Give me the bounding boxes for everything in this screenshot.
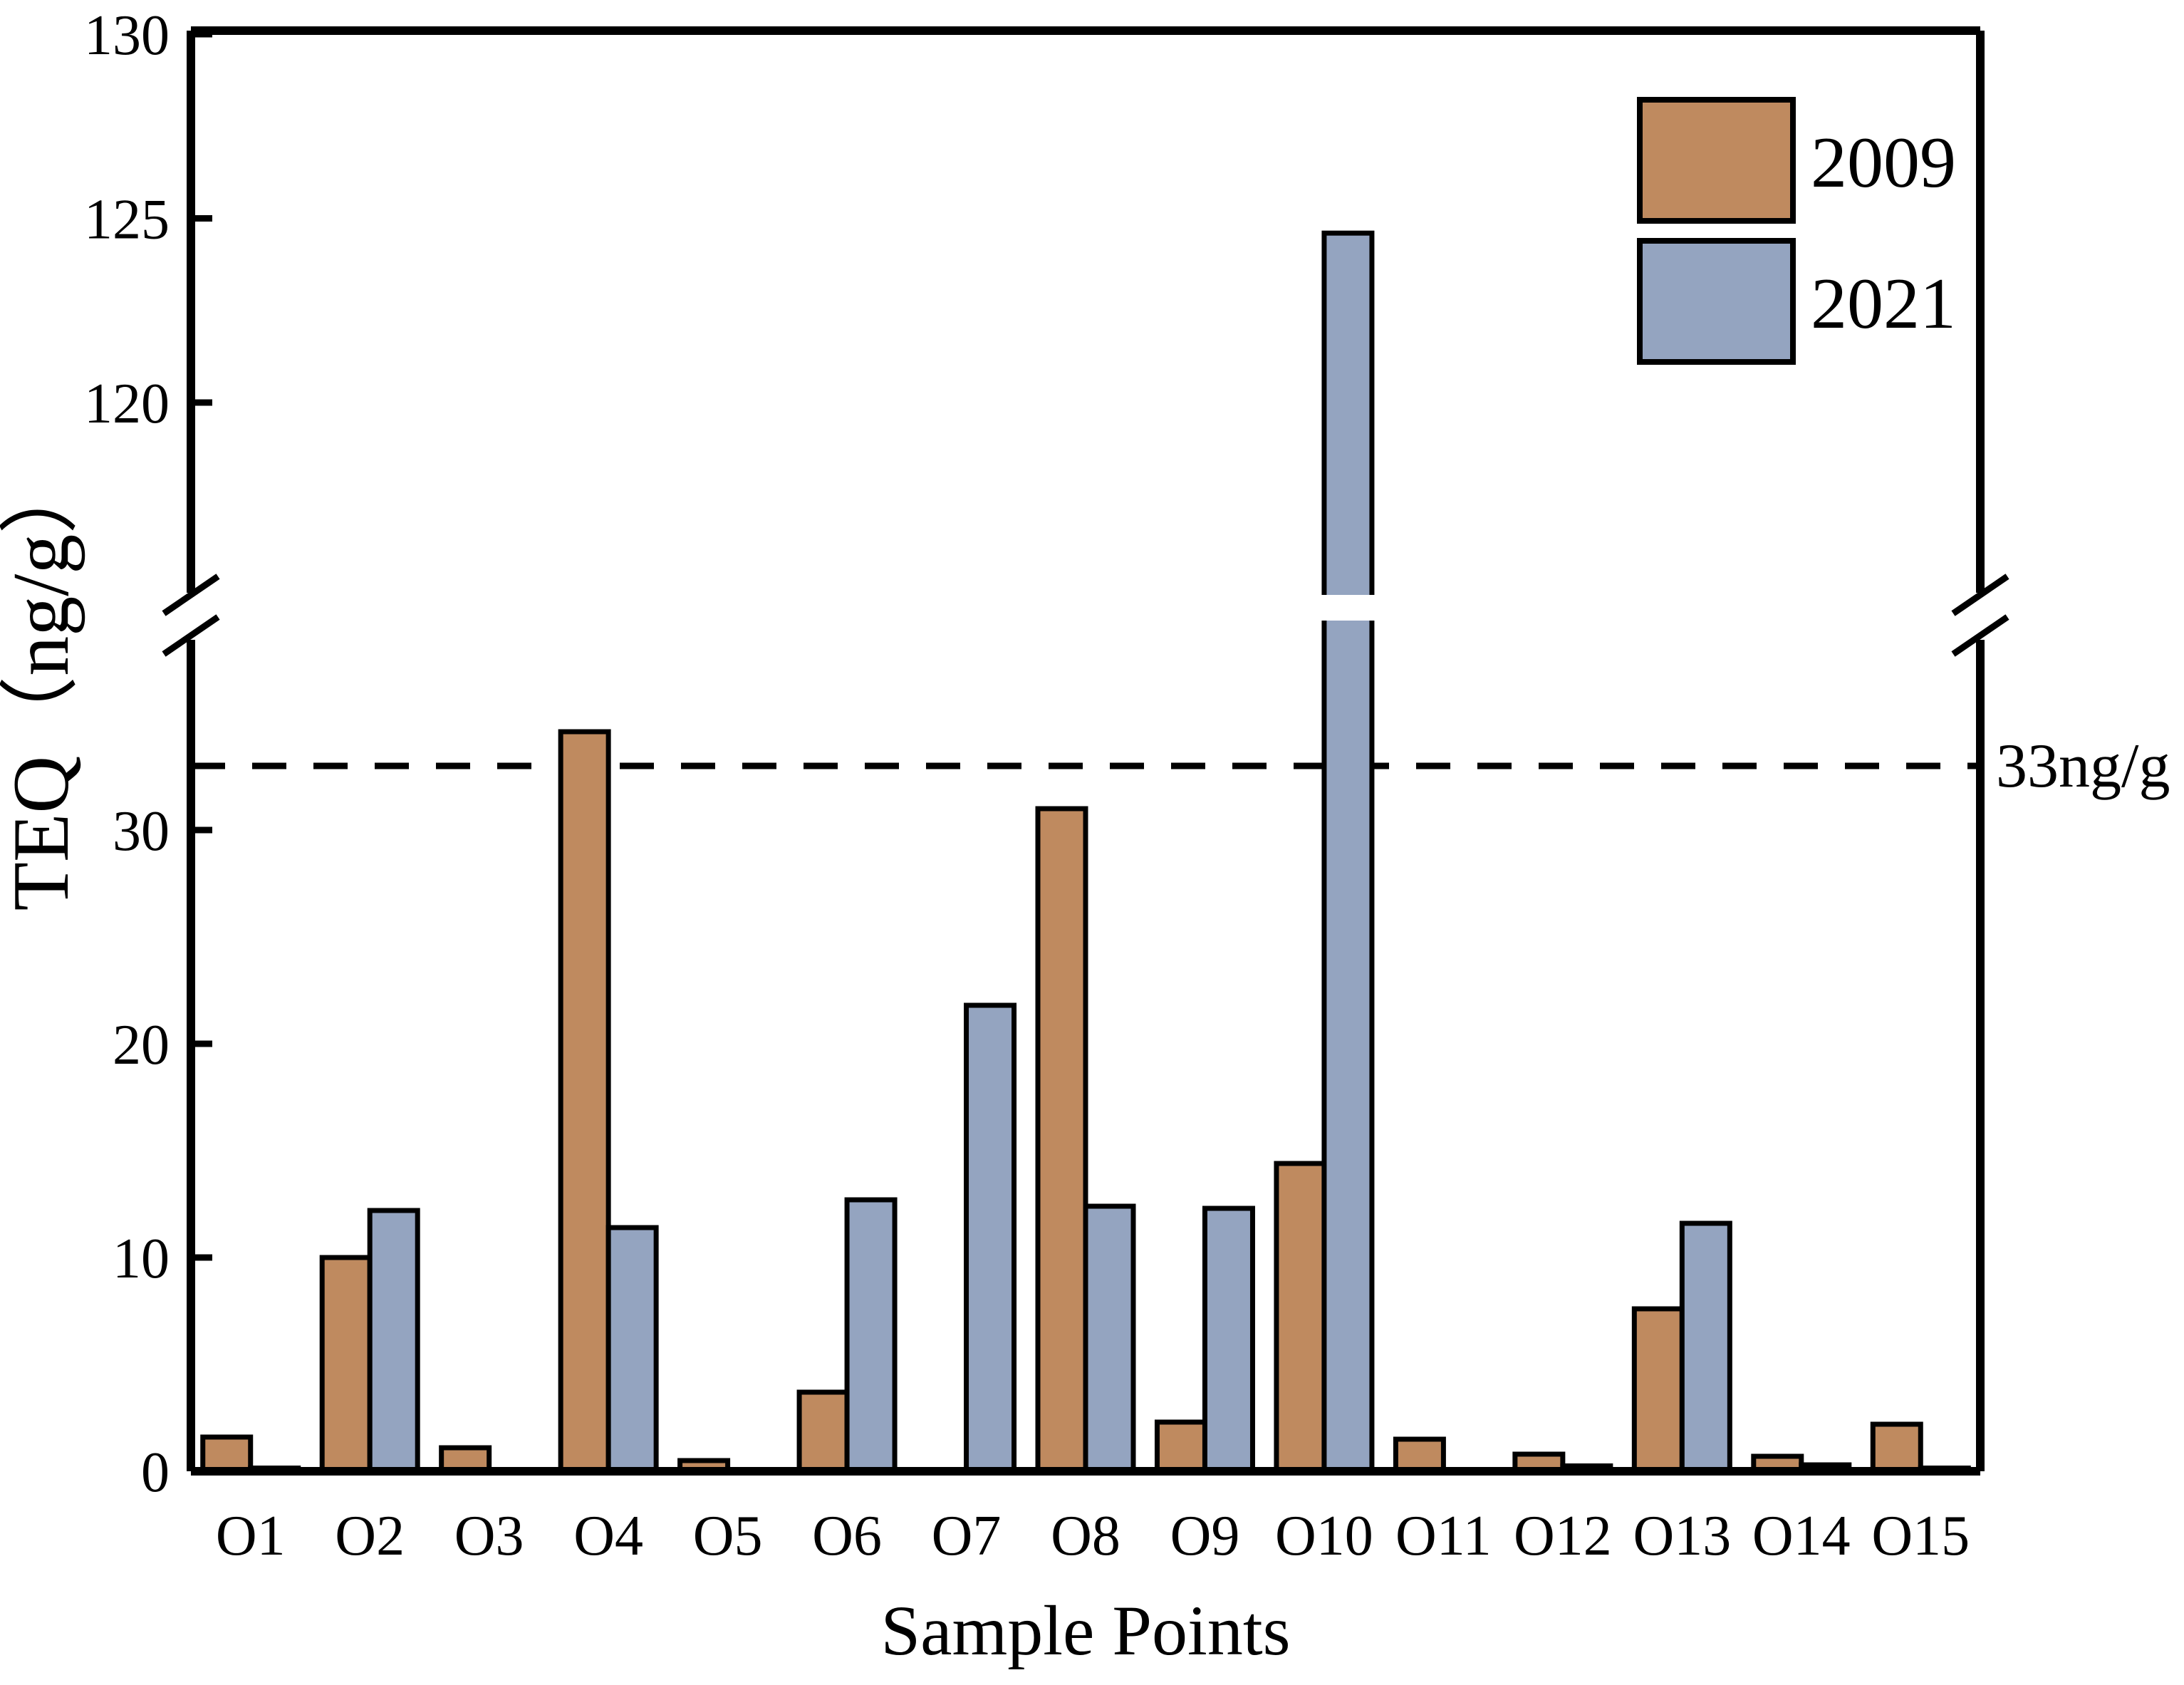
- x-tick-label: O15: [1871, 1505, 1970, 1567]
- legend-swatch-2009: [1637, 97, 1796, 224]
- x-tick-label: O6: [812, 1505, 882, 1567]
- bar-O7-2021: [964, 1002, 1017, 1474]
- bar-O9-2021: [1202, 1206, 1255, 1474]
- x-tick-label: O5: [693, 1505, 763, 1567]
- bar-O6-2021: [844, 1197, 898, 1474]
- x-tick-label: O3: [454, 1505, 524, 1567]
- y-tick-label: 130: [84, 4, 170, 67]
- y-tick-label: 120: [84, 373, 170, 435]
- y-tick-label: 125: [84, 189, 170, 252]
- x-tick-label: O13: [1633, 1505, 1731, 1567]
- y-tick-label: 0: [141, 1441, 170, 1504]
- x-tick-label: O11: [1395, 1505, 1492, 1567]
- bar-O1-2009: [200, 1434, 254, 1474]
- y-axis-title: TEQ（ng/g）: [0, 455, 85, 911]
- legend: 2009 2021: [1637, 97, 1956, 365]
- x-tick-label: O9: [1170, 1505, 1240, 1567]
- bar-O8-2009: [1035, 806, 1088, 1474]
- axis-break-slash: [162, 614, 220, 657]
- bar-O2-2009: [319, 1255, 373, 1474]
- x-tick-label: O14: [1752, 1505, 1851, 1567]
- bar-O4-2009: [558, 729, 611, 1474]
- bar-break-gap: [1320, 595, 1376, 621]
- x-tick-label: O10: [1275, 1505, 1373, 1567]
- axis-break-slash: [162, 574, 220, 616]
- bar-O8-2021: [1083, 1203, 1136, 1474]
- bar-O13-2009: [1631, 1306, 1685, 1474]
- bar-O10-2009: [1274, 1161, 1327, 1474]
- y-tick-label: 30: [113, 800, 170, 863]
- bar-O4-2021: [605, 1225, 659, 1474]
- bar-O9-2009: [1154, 1419, 1207, 1474]
- bar-O15-2009: [1870, 1421, 1923, 1474]
- axis-break-slash: [1951, 614, 2009, 657]
- y-tick-label: 20: [113, 1014, 170, 1077]
- axis-break-slash: [1951, 574, 2009, 616]
- x-tick-label: O8: [1051, 1505, 1120, 1567]
- bar-O2-2021: [367, 1208, 420, 1474]
- y-tick-label: 10: [113, 1228, 170, 1290]
- x-tick-label: O1: [216, 1505, 286, 1567]
- legend-swatch-2021: [1637, 238, 1796, 365]
- legend-label-2009: 2009: [1811, 123, 1956, 203]
- bar-O13-2021: [1679, 1220, 1732, 1474]
- x-tick-label: O2: [335, 1505, 405, 1567]
- x-tick-label: O4: [573, 1505, 643, 1567]
- legend-label-2021: 2021: [1811, 264, 1956, 344]
- bar-O6-2009: [796, 1389, 850, 1474]
- x-tick-label: O7: [932, 1505, 1002, 1567]
- x-tick-label: O12: [1514, 1505, 1612, 1567]
- x-axis-title: Sample Points: [880, 1591, 1290, 1670]
- threshold-label: 33ng/g: [1996, 732, 2170, 801]
- bar-O10-2021: [1321, 230, 1375, 1474]
- bar-O11-2009: [1393, 1436, 1446, 1474]
